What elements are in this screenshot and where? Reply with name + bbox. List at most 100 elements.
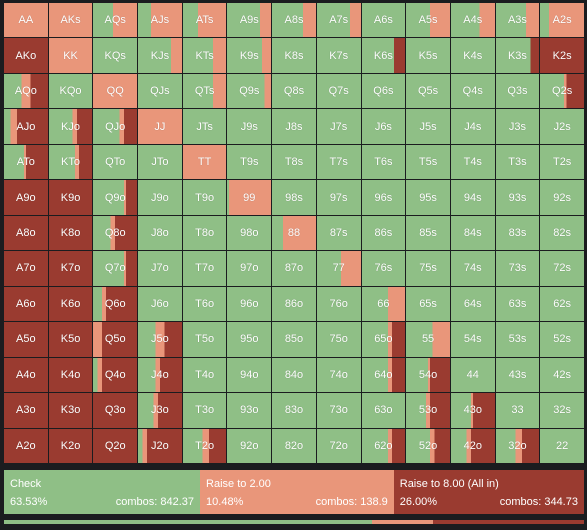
hand-cell[interactable]: 72s bbox=[540, 251, 584, 286]
hand-cell[interactable]: 66 bbox=[361, 286, 406, 322]
hand-cell[interactable]: 83o bbox=[272, 393, 316, 428]
hand-cell[interactable]: 22 bbox=[540, 428, 584, 463]
hand-cell[interactable]: Q6o bbox=[93, 286, 138, 322]
hand-cell[interactable]: K9o bbox=[48, 180, 93, 215]
hand-cell[interactable]: J3o bbox=[138, 393, 182, 428]
hand-cell[interactable]: QJo bbox=[93, 109, 138, 144]
hand-cell[interactable]: J6o bbox=[138, 286, 182, 322]
hand-cell[interactable]: T3o bbox=[182, 393, 227, 428]
hand-cell[interactable]: 43o bbox=[450, 393, 495, 428]
hand-cell[interactable]: 92o bbox=[227, 428, 272, 463]
hand-cell[interactable]: 94o bbox=[227, 357, 272, 393]
hand-cell[interactable]: 44 bbox=[450, 357, 495, 393]
action-check[interactable]: Check 63.53% combos: 842.37 bbox=[4, 470, 201, 514]
hand-cell[interactable]: 93s bbox=[495, 180, 540, 215]
hand-cell[interactable]: 63s bbox=[495, 286, 540, 322]
hand-cell[interactable]: K5o bbox=[48, 322, 93, 357]
hand-cell[interactable]: Q9s bbox=[227, 73, 272, 109]
hand-cell[interactable]: A3o bbox=[4, 393, 48, 428]
hand-cell[interactable]: T4o bbox=[182, 357, 227, 393]
hand-cell[interactable]: J4o bbox=[138, 357, 182, 393]
hand-cell[interactable]: 77 bbox=[316, 251, 361, 286]
hand-cell[interactable]: K7o bbox=[48, 251, 93, 286]
hand-cell[interactable]: T3s bbox=[495, 144, 540, 180]
hand-cell[interactable]: 82o bbox=[272, 428, 316, 463]
hand-cell[interactable]: T5s bbox=[406, 144, 450, 180]
hand-cell[interactable]: QQ bbox=[93, 73, 138, 109]
hand-cell[interactable]: QTo bbox=[93, 144, 138, 180]
hand-cell[interactable]: AQo bbox=[4, 73, 48, 109]
hand-cell[interactable]: J9s bbox=[227, 109, 272, 144]
hand-cell[interactable]: 72o bbox=[316, 428, 361, 463]
hand-cell[interactable]: T7s bbox=[316, 144, 361, 180]
hand-cell[interactable]: A4o bbox=[4, 357, 48, 393]
hand-cell[interactable]: 63o bbox=[361, 393, 406, 428]
hand-cell[interactable]: KJo bbox=[48, 109, 93, 144]
hand-cell[interactable]: 87s bbox=[316, 215, 361, 251]
hand-cell[interactable]: QTs bbox=[182, 73, 227, 109]
hand-cell[interactable]: J5s bbox=[406, 109, 450, 144]
hand-cell[interactable]: 94s bbox=[450, 180, 495, 215]
hand-cell[interactable]: K7s bbox=[316, 38, 361, 73]
hand-cell[interactable]: 86s bbox=[361, 215, 406, 251]
hand-cell[interactable]: KQs bbox=[93, 38, 138, 73]
hand-cell[interactable]: K5s bbox=[406, 38, 450, 73]
hand-cell[interactable]: 85s bbox=[406, 215, 450, 251]
hand-cell[interactable]: A7s bbox=[316, 3, 361, 38]
hand-cell[interactable]: K8s bbox=[272, 38, 316, 73]
hand-cell[interactable]: 76s bbox=[361, 251, 406, 286]
hand-cell[interactable]: T5o bbox=[182, 322, 227, 357]
hand-cell[interactable]: K6s bbox=[361, 38, 406, 73]
hand-cell[interactable]: Q3s bbox=[495, 73, 540, 109]
hand-cell[interactable]: Q8o bbox=[93, 215, 138, 251]
hand-cell[interactable]: 42s bbox=[540, 357, 584, 393]
hand-cell[interactable]: ATo bbox=[4, 144, 48, 180]
hand-cell[interactable]: A3s bbox=[495, 3, 540, 38]
hand-cell[interactable]: Q4s bbox=[450, 73, 495, 109]
hand-cell[interactable]: 62s bbox=[540, 286, 584, 322]
hand-cell[interactable]: 99 bbox=[227, 180, 272, 215]
hand-cell[interactable]: Q7o bbox=[93, 251, 138, 286]
hand-cell[interactable]: 98s bbox=[272, 180, 316, 215]
hand-cell[interactable]: 64o bbox=[361, 357, 406, 393]
hand-cell[interactable]: 64s bbox=[450, 286, 495, 322]
hand-cell[interactable]: T9o bbox=[182, 180, 227, 215]
hand-cell[interactable]: Q5s bbox=[406, 73, 450, 109]
hand-cell[interactable]: K8o bbox=[48, 215, 93, 251]
hand-cell[interactable]: T2o bbox=[182, 428, 227, 463]
hand-cell[interactable]: J3s bbox=[495, 109, 540, 144]
hand-cell[interactable]: AA bbox=[4, 3, 48, 38]
hand-cell[interactable]: A6o bbox=[4, 286, 48, 322]
hand-cell[interactable]: K9s bbox=[227, 38, 272, 73]
hand-cell[interactable]: 32s bbox=[540, 393, 584, 428]
action-raise-small[interactable]: Raise to 2.00 10.48% combos: 138.9 bbox=[200, 470, 394, 514]
hand-cell[interactable]: 97o bbox=[227, 251, 272, 286]
hand-cell[interactable]: A9s bbox=[227, 3, 272, 38]
hand-cell[interactable]: 53s bbox=[495, 322, 540, 357]
hand-cell[interactable]: KTs bbox=[182, 38, 227, 73]
hand-cell[interactable]: J8s bbox=[272, 109, 316, 144]
hand-cell[interactable]: 74s bbox=[450, 251, 495, 286]
hand-cell[interactable]: 87o bbox=[272, 251, 316, 286]
hand-cell[interactable]: 82s bbox=[540, 215, 584, 251]
hand-cell[interactable]: J2s bbox=[540, 109, 584, 144]
hand-cell[interactable]: Q2s bbox=[540, 73, 584, 109]
action-raise-allin[interactable]: Raise to 8.00 (All in) 26.00% combos: 34… bbox=[393, 470, 584, 514]
hand-cell[interactable]: 42o bbox=[450, 428, 495, 463]
hand-cell[interactable]: J7o bbox=[138, 251, 182, 286]
hand-cell[interactable]: J9o bbox=[138, 180, 182, 215]
hand-cell[interactable]: QJs bbox=[138, 73, 182, 109]
hand-cell[interactable]: A2s bbox=[540, 3, 584, 38]
hand-cell[interactable]: JTs bbox=[182, 109, 227, 144]
hand-cell[interactable]: 43s bbox=[495, 357, 540, 393]
hand-cell[interactable]: 86o bbox=[272, 286, 316, 322]
hand-cell[interactable]: 52o bbox=[406, 428, 450, 463]
hand-cell[interactable]: AJs bbox=[138, 3, 182, 38]
hand-cell[interactable]: A5s bbox=[406, 3, 450, 38]
hand-cell[interactable]: T8o bbox=[182, 215, 227, 251]
hand-cell[interactable]: ATs bbox=[182, 3, 227, 38]
hand-cell[interactable]: AKo bbox=[4, 38, 48, 73]
hand-cell[interactable]: Q9o bbox=[93, 180, 138, 215]
hand-cell[interactable]: Q2o bbox=[93, 428, 138, 463]
hand-cell[interactable]: K6o bbox=[48, 286, 93, 322]
